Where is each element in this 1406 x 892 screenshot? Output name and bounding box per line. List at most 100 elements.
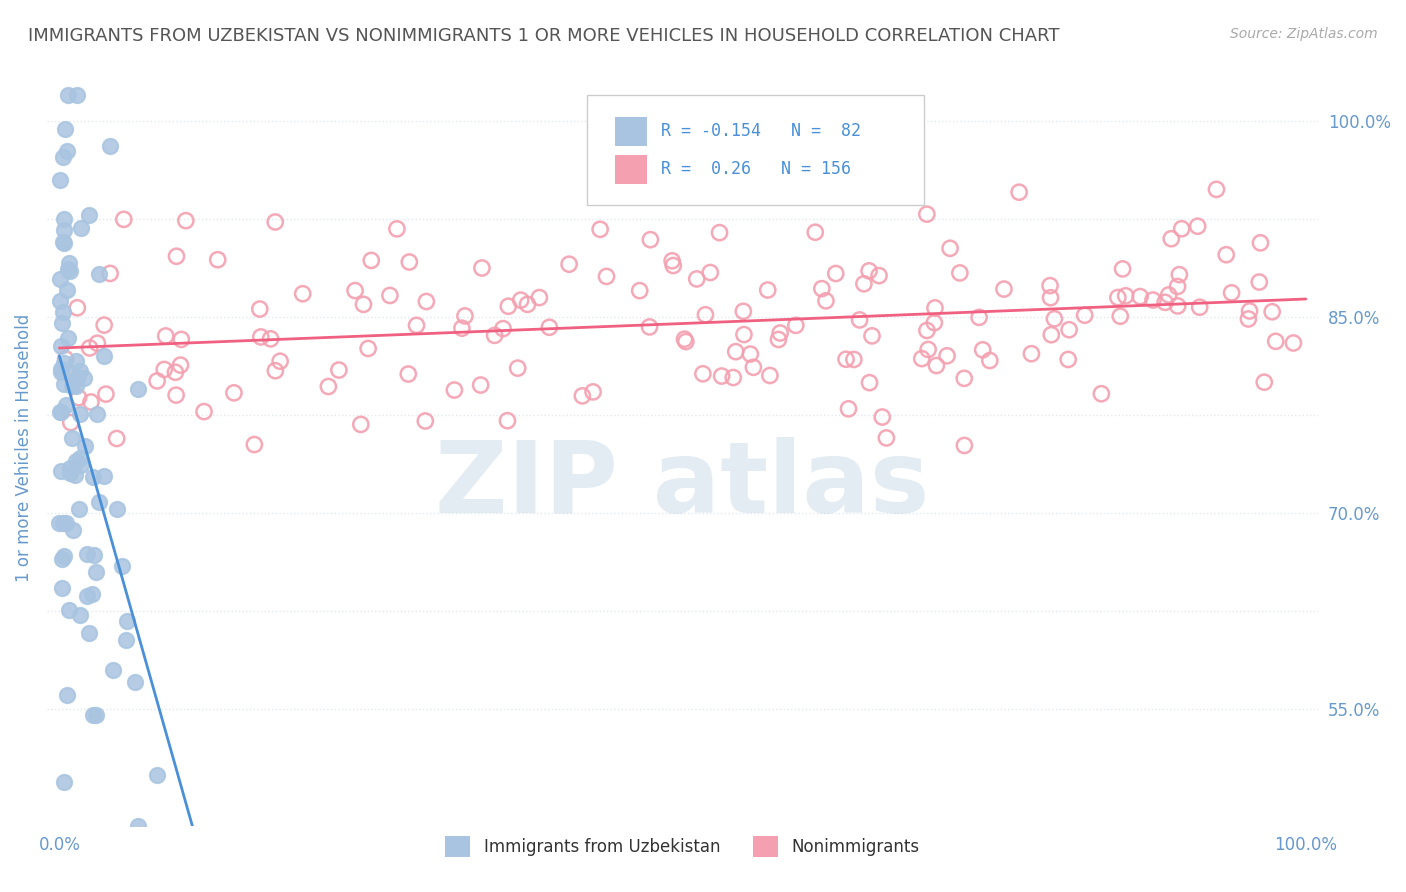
Point [413,414,436,428]
Point [105,501,128,516]
Point [1142,293,1164,307]
Text: IMMIGRANTS FROM UZBEKISTAN VS NONIMMIGRANTS 1 OR MORE VEHICLES IN HOUSEHOLD CORR: IMMIGRANTS FROM UZBEKISTAN VS NONIMMIGRA… [28,27,1060,45]
Point [70,220,93,235]
Point [51,316,73,330]
Point [259,332,281,346]
Point [111,559,134,574]
Point [454,309,477,323]
Point [1109,310,1132,324]
Point [66,370,89,384]
Point [875,431,897,445]
Point [52,304,75,318]
Point [69,608,91,623]
Point [249,301,271,316]
Point [56,688,79,702]
Point [264,364,287,378]
Point [1039,291,1062,305]
Point [169,358,191,372]
Point [79,341,101,355]
Point [804,225,827,239]
Point [917,343,939,357]
Point [811,282,834,296]
Point [82,470,104,484]
Point [76,547,98,561]
Point [1039,278,1062,293]
Point [868,268,890,283]
Point [1043,311,1066,326]
Point [953,438,976,452]
Point [86,707,108,722]
Point [51,361,73,376]
Point [396,367,419,381]
Point [1239,304,1261,318]
Point [710,369,733,384]
Point [69,458,91,472]
Point [1129,289,1152,303]
Point [509,293,531,307]
Point [405,318,427,333]
Point [52,150,75,164]
Point [53,549,76,564]
Point [56,261,79,276]
Point [756,283,779,297]
Point [640,233,662,247]
Point [673,332,696,346]
Point [492,321,515,335]
Point [193,404,215,418]
Point [94,387,117,401]
Point [56,331,79,345]
Point [589,222,612,236]
Point [243,437,266,451]
Point [69,450,91,465]
Point [1249,235,1271,250]
Point [692,367,714,381]
Point [686,272,709,286]
Point [76,589,98,603]
Point [55,398,77,412]
Point [759,368,782,383]
Point [112,212,135,227]
Point [89,494,111,508]
Point [1040,327,1063,342]
Point [695,308,717,322]
Point [52,235,75,250]
Point [1253,375,1275,389]
Point [350,417,373,432]
Point [936,349,959,363]
Point [842,352,865,367]
Point [571,389,593,403]
Point [768,333,790,347]
Point [51,551,73,566]
Y-axis label: 1 or more Vehicles in Household: 1 or more Vehicles in Household [15,313,32,582]
Point [60,379,83,393]
Point [837,401,859,416]
Text: ZIP atlas: ZIP atlas [436,437,929,533]
Point [1188,300,1211,314]
Point [724,344,747,359]
Point [344,284,367,298]
Point [733,304,755,318]
Point [1261,305,1284,319]
Point [87,268,110,282]
Point [870,410,893,425]
Point [498,299,520,313]
Point [318,379,340,393]
Point [538,320,561,334]
Point [1205,182,1227,196]
Point [56,364,79,378]
Point [516,297,538,311]
Point [925,359,948,373]
Point [451,321,474,335]
Point [62,524,84,538]
Point [56,87,79,102]
Point [1220,285,1243,300]
Point [1107,291,1129,305]
Point [55,516,77,531]
Point [55,351,77,366]
Point [1249,275,1271,289]
Point [98,139,121,153]
Point [60,431,83,445]
Point [86,407,108,421]
Point [824,267,846,281]
Point [1168,268,1191,282]
